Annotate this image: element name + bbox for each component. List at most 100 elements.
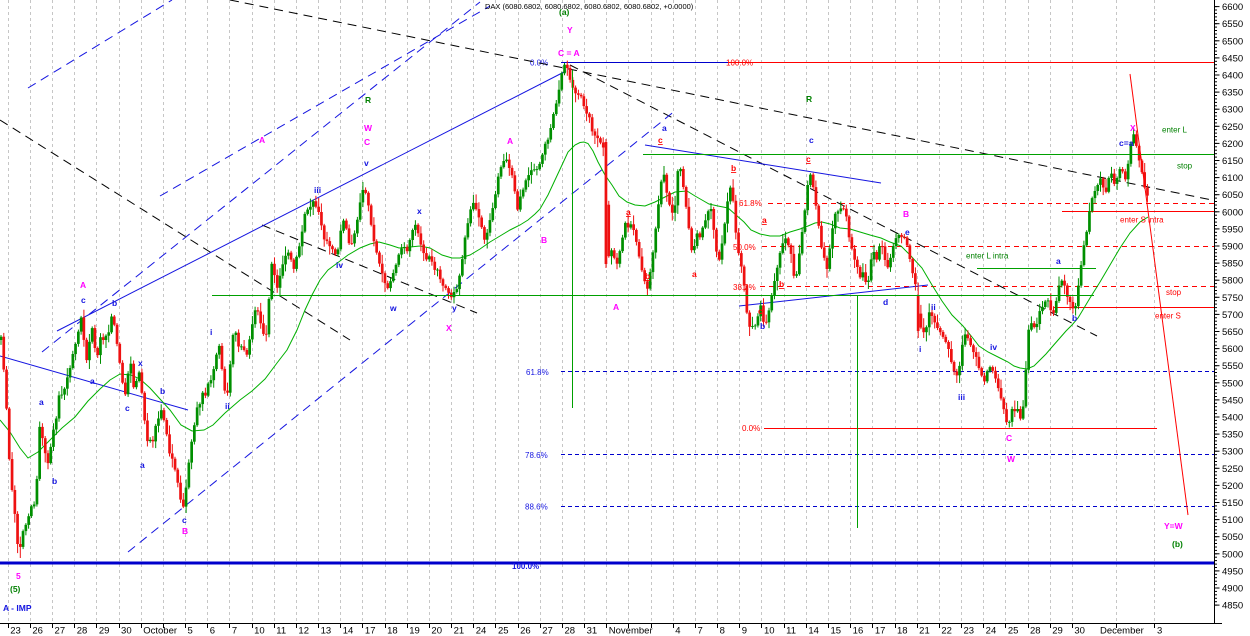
svg-text:b: b	[1072, 313, 1077, 323]
svg-text:5: 5	[188, 626, 193, 636]
svg-text:5050: 5050	[1222, 532, 1243, 543]
svg-text:v: v	[364, 158, 369, 168]
svg-text:25: 25	[1008, 626, 1019, 636]
svg-text:b: b	[160, 386, 165, 396]
svg-text:61.8%: 61.8%	[526, 368, 549, 377]
svg-text:27: 27	[542, 626, 553, 636]
svg-text:28: 28	[564, 626, 575, 636]
svg-text:c=a: c=a	[1119, 138, 1134, 148]
svg-text:W: W	[1007, 454, 1016, 464]
svg-text:X: X	[446, 323, 452, 333]
svg-text:R: R	[365, 95, 371, 105]
svg-text:C = A: C = A	[558, 48, 580, 58]
svg-text:23: 23	[964, 626, 975, 636]
svg-text:6400: 6400	[1222, 71, 1243, 82]
svg-text:5700: 5700	[1222, 310, 1243, 321]
svg-text:23: 23	[10, 626, 21, 636]
svg-text:10: 10	[254, 626, 265, 636]
svg-text:20: 20	[431, 626, 442, 636]
svg-text:6100: 6100	[1222, 173, 1243, 184]
svg-text:c: c	[81, 295, 86, 305]
svg-text:22: 22	[941, 626, 952, 636]
svg-text:31: 31	[587, 626, 598, 636]
svg-text:15: 15	[830, 626, 841, 636]
svg-text:a: a	[662, 123, 667, 133]
svg-text:iii: iii	[314, 185, 321, 195]
svg-text:5850: 5850	[1222, 259, 1243, 270]
svg-text:5100: 5100	[1222, 515, 1243, 526]
svg-text:5800: 5800	[1222, 276, 1243, 287]
svg-text:21: 21	[454, 626, 465, 636]
svg-text:8: 8	[720, 626, 725, 636]
svg-text:b: b	[779, 279, 784, 289]
svg-text:6450: 6450	[1222, 53, 1243, 64]
svg-text:25: 25	[498, 626, 509, 636]
svg-text:C: C	[364, 137, 370, 147]
svg-text:5300: 5300	[1222, 447, 1243, 458]
svg-text:A: A	[613, 302, 619, 312]
svg-text:7: 7	[697, 626, 702, 636]
svg-text:14: 14	[808, 626, 819, 636]
svg-text:a: a	[692, 269, 697, 279]
svg-text:29: 29	[1052, 626, 1063, 636]
svg-text:12: 12	[298, 626, 309, 636]
svg-text:14: 14	[343, 626, 354, 636]
svg-text:C: C	[1006, 433, 1012, 443]
svg-text:a: a	[626, 207, 631, 217]
svg-text:enter S: enter S	[1155, 312, 1181, 321]
svg-text:y: y	[452, 303, 457, 313]
svg-text:6350: 6350	[1222, 88, 1243, 99]
svg-text:5000: 5000	[1222, 549, 1243, 560]
svg-text:5600: 5600	[1222, 344, 1243, 355]
svg-text:c: c	[182, 515, 187, 525]
svg-text:3: 3	[1157, 626, 1162, 636]
svg-text:A: A	[507, 136, 513, 146]
svg-text:a: a	[1056, 256, 1061, 266]
svg-text:5650: 5650	[1222, 327, 1243, 338]
svg-text:c: c	[806, 154, 811, 164]
svg-text:ii: ii	[931, 302, 936, 312]
svg-text:5350: 5350	[1222, 430, 1243, 441]
svg-text:(b): (b)	[1172, 539, 1183, 549]
svg-text:(a): (a)	[559, 7, 570, 17]
svg-text:i: i	[919, 344, 921, 354]
svg-text:5900: 5900	[1222, 242, 1243, 253]
svg-text:11: 11	[276, 626, 286, 636]
svg-text:5950: 5950	[1222, 224, 1243, 235]
svg-text:a: a	[39, 397, 44, 407]
svg-text:6600: 6600	[1222, 2, 1243, 13]
svg-text:b: b	[760, 321, 765, 331]
svg-text:a: a	[762, 215, 767, 225]
svg-text:6550: 6550	[1222, 19, 1243, 30]
svg-text:W: W	[364, 123, 373, 133]
svg-text:5750: 5750	[1222, 293, 1243, 304]
svg-text:A: A	[259, 135, 265, 145]
svg-text:enter S intra: enter S intra	[1120, 216, 1164, 225]
svg-text:18: 18	[387, 626, 398, 636]
svg-text:enter L: enter L	[1162, 126, 1187, 135]
svg-text:88.6%: 88.6%	[525, 503, 548, 512]
svg-text:61.8%: 61.8%	[739, 199, 762, 208]
svg-text:w: w	[389, 303, 397, 313]
svg-text:c: c	[809, 135, 814, 145]
svg-text:Y: Y	[567, 25, 573, 35]
svg-text:b: b	[52, 476, 57, 486]
svg-text:X: X	[1130, 123, 1136, 133]
svg-text:4: 4	[675, 626, 680, 636]
svg-text:stop: stop	[1177, 162, 1193, 171]
svg-text:B: B	[541, 235, 547, 245]
svg-text:x: x	[138, 358, 143, 368]
svg-text:5500: 5500	[1222, 378, 1243, 389]
svg-text:21: 21	[919, 626, 930, 636]
svg-text:DAX (6080.6802, 6080.6802, 608: DAX (6080.6802, 6080.6802, 6080.6802, 60…	[485, 2, 694, 11]
svg-text:B: B	[182, 526, 188, 536]
svg-text:6: 6	[210, 626, 215, 636]
svg-text:26: 26	[520, 626, 531, 636]
svg-text:4850: 4850	[1222, 601, 1243, 612]
svg-text:29: 29	[99, 626, 110, 636]
svg-text:e: e	[905, 227, 910, 237]
svg-text:a: a	[140, 460, 145, 470]
svg-text:24: 24	[476, 626, 487, 636]
svg-text:d: d	[883, 297, 888, 307]
svg-text:B: B	[903, 209, 909, 219]
